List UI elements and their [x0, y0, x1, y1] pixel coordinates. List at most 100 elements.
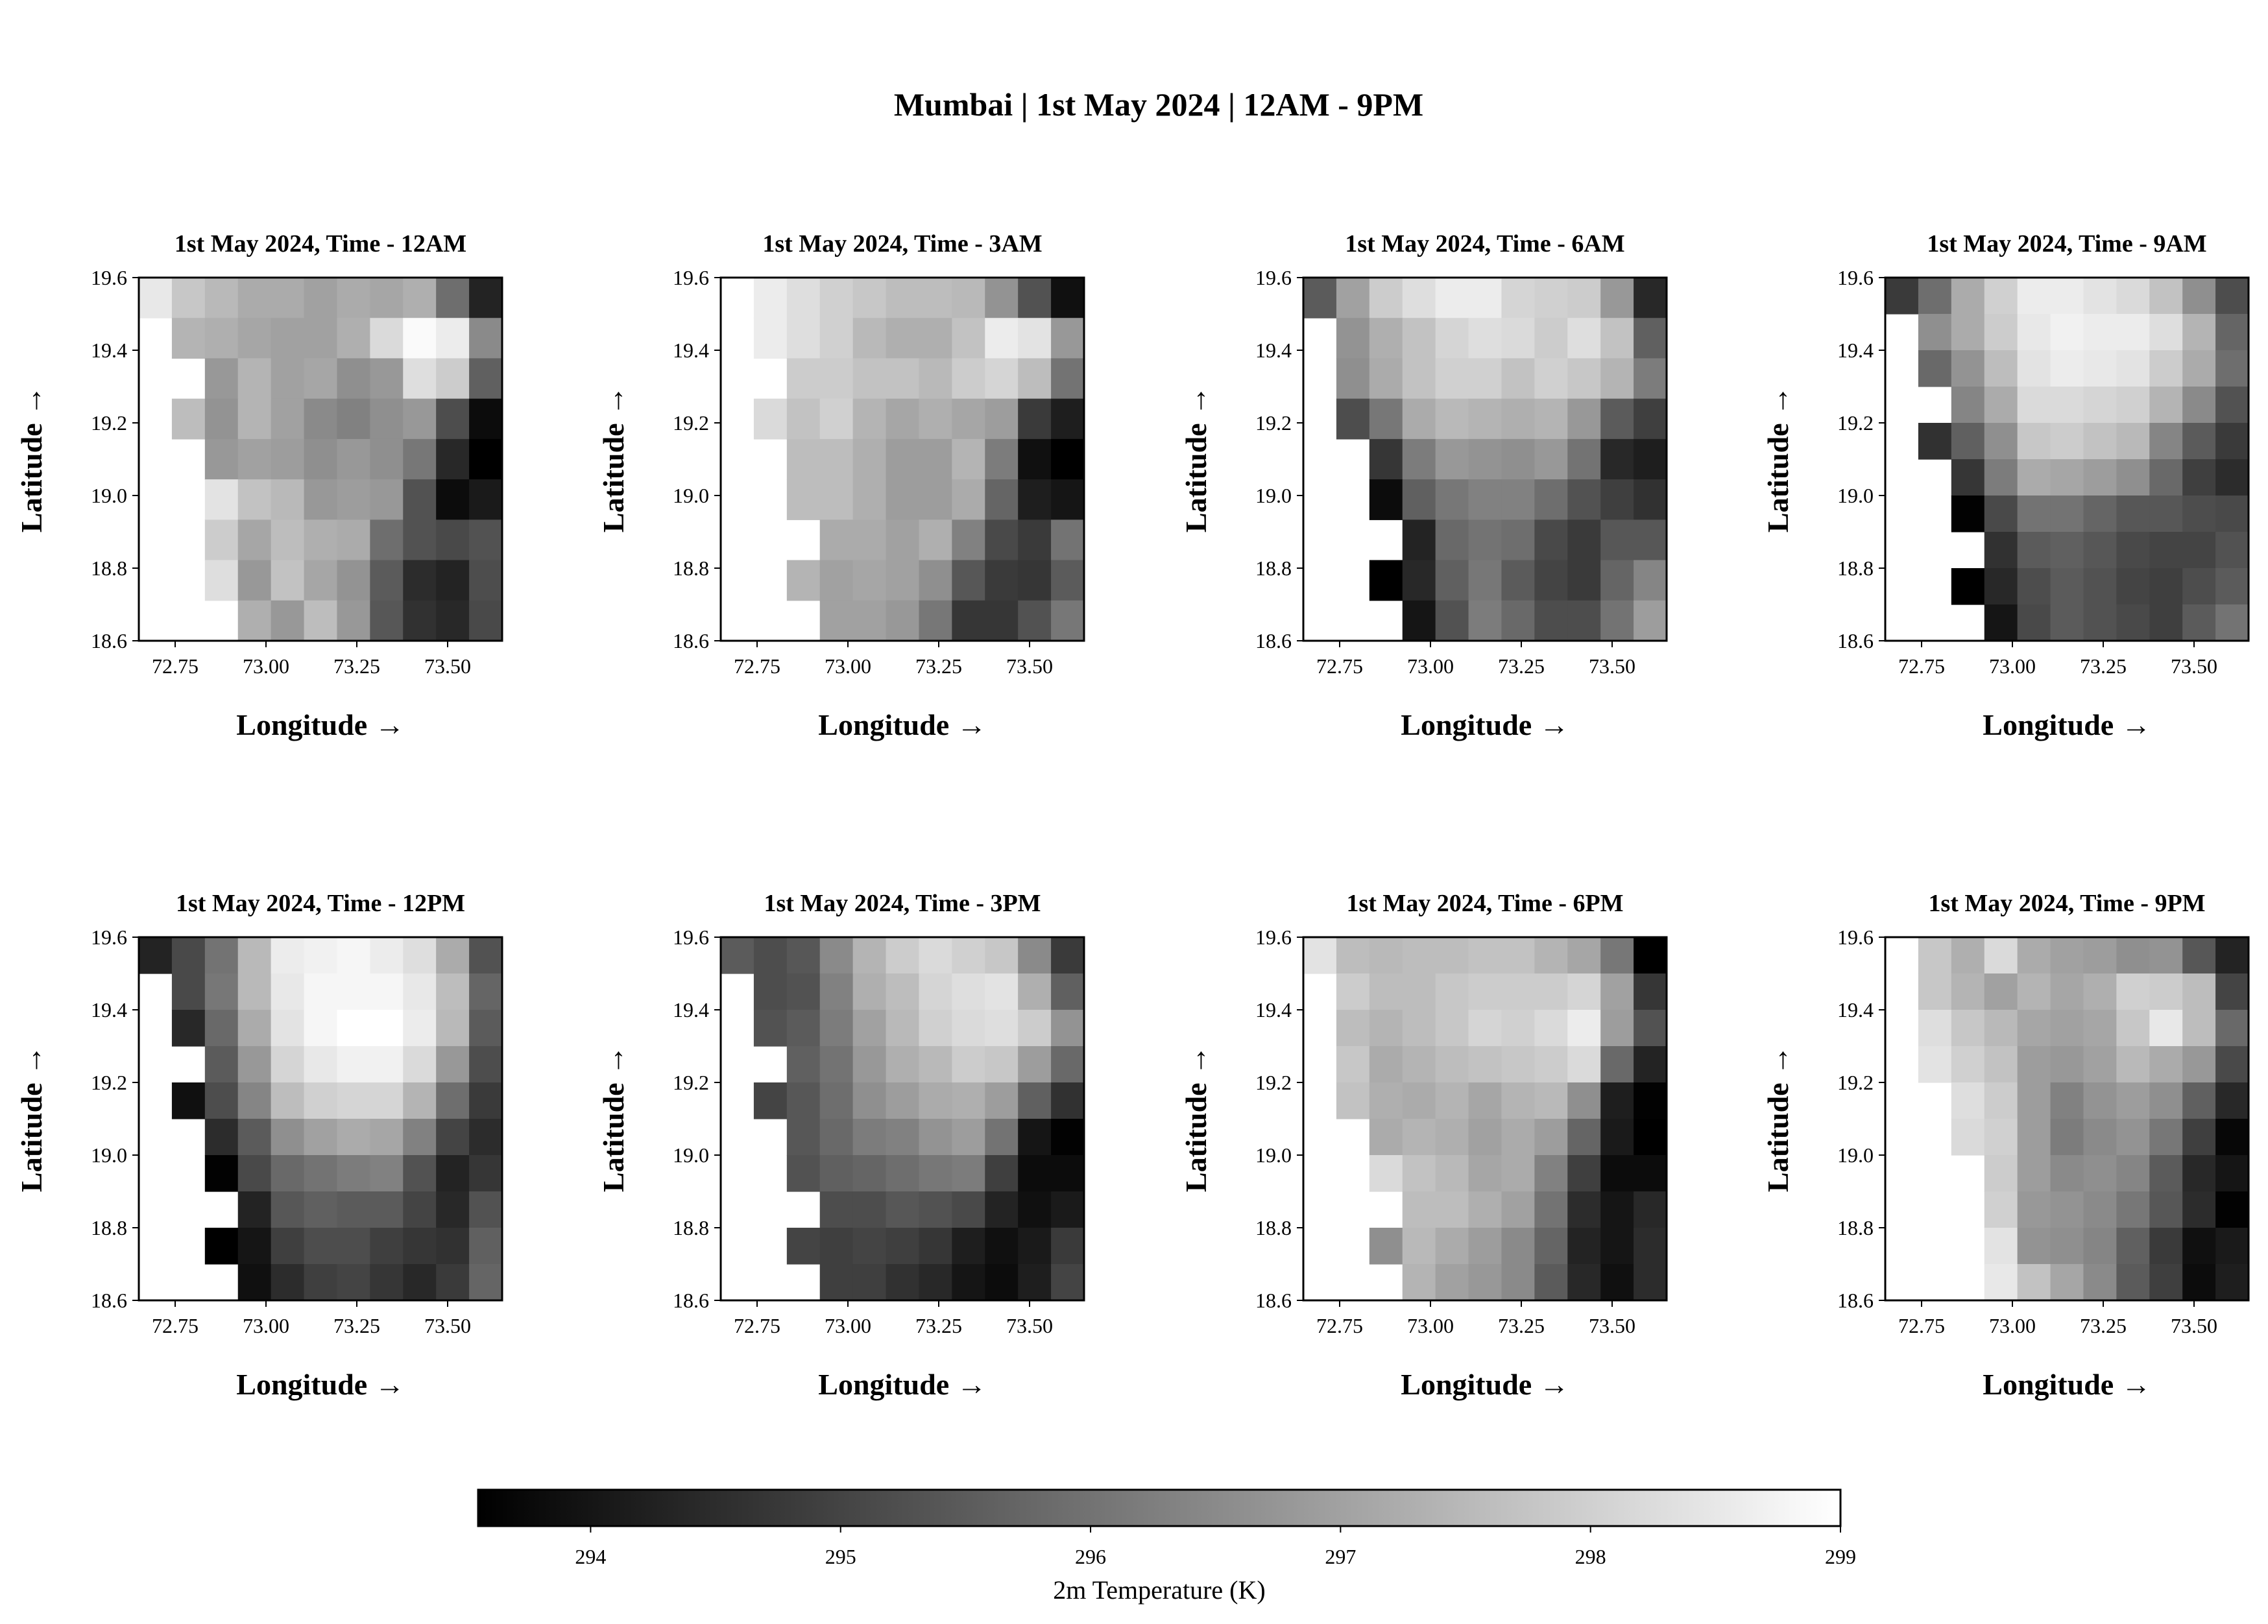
heatmap-cell — [819, 1010, 854, 1047]
heatmap-cell — [1051, 1082, 1085, 1119]
heatmap-cell — [1336, 1082, 1370, 1119]
colorbar-tick-label: 298 — [1575, 1545, 1606, 1568]
y-tick-label: 19.4 — [1837, 998, 1874, 1021]
x-tick-label: 73.50 — [1589, 654, 1635, 678]
heatmap-cell — [1435, 937, 1469, 974]
y-tick-label: 19.4 — [673, 339, 709, 362]
heatmap-cell — [204, 438, 239, 480]
heatmap-cell — [337, 560, 370, 601]
heatmap-cell — [753, 1082, 788, 1119]
y-tick-label: 19.6 — [1255, 266, 1292, 289]
heatmap-cell — [2182, 459, 2216, 496]
heatmap-cell — [304, 600, 338, 641]
heatmap-cell — [1369, 1155, 1403, 1192]
heatmap-cell — [886, 560, 920, 601]
heatmap-cell — [2017, 1082, 2051, 1119]
y-axis-label: Latitude → — [1179, 1045, 1212, 1192]
heatmap-cell — [1534, 1155, 1568, 1192]
heatmap-cell — [2017, 387, 2051, 424]
heatmap-cell — [1501, 318, 1535, 359]
heatmap-cell — [304, 1191, 338, 1228]
heatmap-cell — [1600, 398, 1634, 440]
heatmap-cell — [469, 1082, 503, 1119]
x-tick-label: 73.25 — [1498, 1314, 1545, 1337]
heatmap-cell — [1468, 479, 1502, 520]
heatmap-cell — [852, 937, 887, 974]
heatmap-cell — [919, 1046, 952, 1083]
heatmap-cell — [1534, 1046, 1568, 1083]
heatmap-cell — [370, 479, 404, 520]
heatmap-cell — [2149, 496, 2183, 532]
heatmap-cell — [1369, 278, 1403, 318]
heatmap-panel: 1st May 2024, Time - 3PM 72.75 73.00 73.25 7… — [597, 890, 1085, 1401]
heatmap-cell — [886, 1010, 920, 1047]
heatmap-cell — [204, 1082, 239, 1119]
heatmap-cell — [1468, 318, 1502, 359]
heatmap-cell — [436, 438, 470, 480]
heatmap-cell — [2215, 604, 2249, 641]
x-axis-label: Longitude → — [1401, 1368, 1569, 1401]
heatmap-cell — [952, 479, 985, 520]
heatmap-cell — [2215, 350, 2249, 387]
heatmap-cell — [2083, 314, 2117, 351]
heatmap-cell — [436, 937, 470, 974]
y-tick-label: 19.0 — [91, 484, 127, 507]
x-tick-label: 73.50 — [2171, 654, 2217, 678]
heatmap-cell — [2083, 532, 2117, 569]
heatmap-cell — [436, 398, 470, 440]
heatmap-cell — [1402, 1264, 1436, 1301]
heatmap-cell — [1369, 358, 1403, 400]
heatmap-cell — [852, 973, 887, 1010]
heatmap-cell — [337, 278, 370, 318]
heatmap-cell — [2050, 350, 2084, 387]
heatmap-cell — [919, 1191, 952, 1228]
y-tick-label: 19.0 — [91, 1143, 127, 1167]
panel-title: 1st May 2024, Time - 3AM — [762, 230, 1042, 257]
axes-frame — [138, 276, 503, 642]
x-tick-label: 73.00 — [243, 1314, 289, 1337]
heatmap-cell — [1468, 1155, 1502, 1192]
heatmap-cell — [886, 1228, 920, 1265]
heatmap-cell — [304, 1228, 338, 1265]
heatmap-cell — [919, 398, 952, 440]
heatmap-cell — [886, 1264, 920, 1301]
heatmap-cell — [819, 1264, 854, 1301]
heatmap-cell — [952, 1228, 985, 1265]
heatmap-cell — [2149, 278, 2183, 315]
heatmap-cell — [819, 278, 854, 318]
heatmap-cell — [1402, 438, 1436, 480]
heatmap-cell — [171, 1010, 206, 1047]
y-tick-label: 19.4 — [1255, 339, 1292, 362]
heatmap-cell — [204, 1046, 239, 1083]
heatmap-cell — [786, 1082, 821, 1119]
heatmap-cell — [403, 318, 437, 359]
heatmap-cell — [1600, 1119, 1634, 1156]
heatmap-cell — [337, 519, 370, 561]
heatmap-cell — [1984, 387, 2018, 424]
heatmap-cell — [237, 1155, 272, 1192]
heatmap-cell — [2017, 1046, 2051, 1083]
heatmap-cell — [1534, 398, 1568, 440]
heatmap-cell — [985, 519, 1019, 561]
heatmap-cell — [1567, 973, 1601, 1010]
y-tick-label: 18.6 — [1255, 1289, 1292, 1312]
heatmap-cell — [1018, 1228, 1052, 1265]
heatmap-cell — [721, 937, 754, 974]
heatmap-cell — [1984, 423, 2018, 460]
x-tick-label: 73.00 — [1989, 654, 2036, 678]
heatmap-cell — [786, 1010, 821, 1047]
heatmap-cell — [2149, 1046, 2183, 1083]
heatmap-cell — [985, 278, 1019, 318]
heatmap-cell — [436, 560, 470, 601]
heatmap-cell — [237, 973, 272, 1010]
heatmap-cell — [2017, 496, 2051, 532]
heatmap-cell — [852, 1082, 887, 1119]
heatmap-cell — [2215, 387, 2249, 424]
heatmap-cell — [337, 973, 370, 1010]
heatmap-cell — [2050, 496, 2084, 532]
heatmap-cell — [1051, 398, 1085, 440]
heatmap-cell — [2215, 1264, 2249, 1301]
heatmap-cell — [2083, 937, 2117, 974]
heatmap-cell — [819, 1228, 854, 1265]
heatmap-cell — [304, 278, 338, 318]
